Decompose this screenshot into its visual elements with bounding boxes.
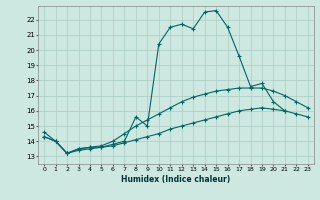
X-axis label: Humidex (Indice chaleur): Humidex (Indice chaleur) xyxy=(121,175,231,184)
